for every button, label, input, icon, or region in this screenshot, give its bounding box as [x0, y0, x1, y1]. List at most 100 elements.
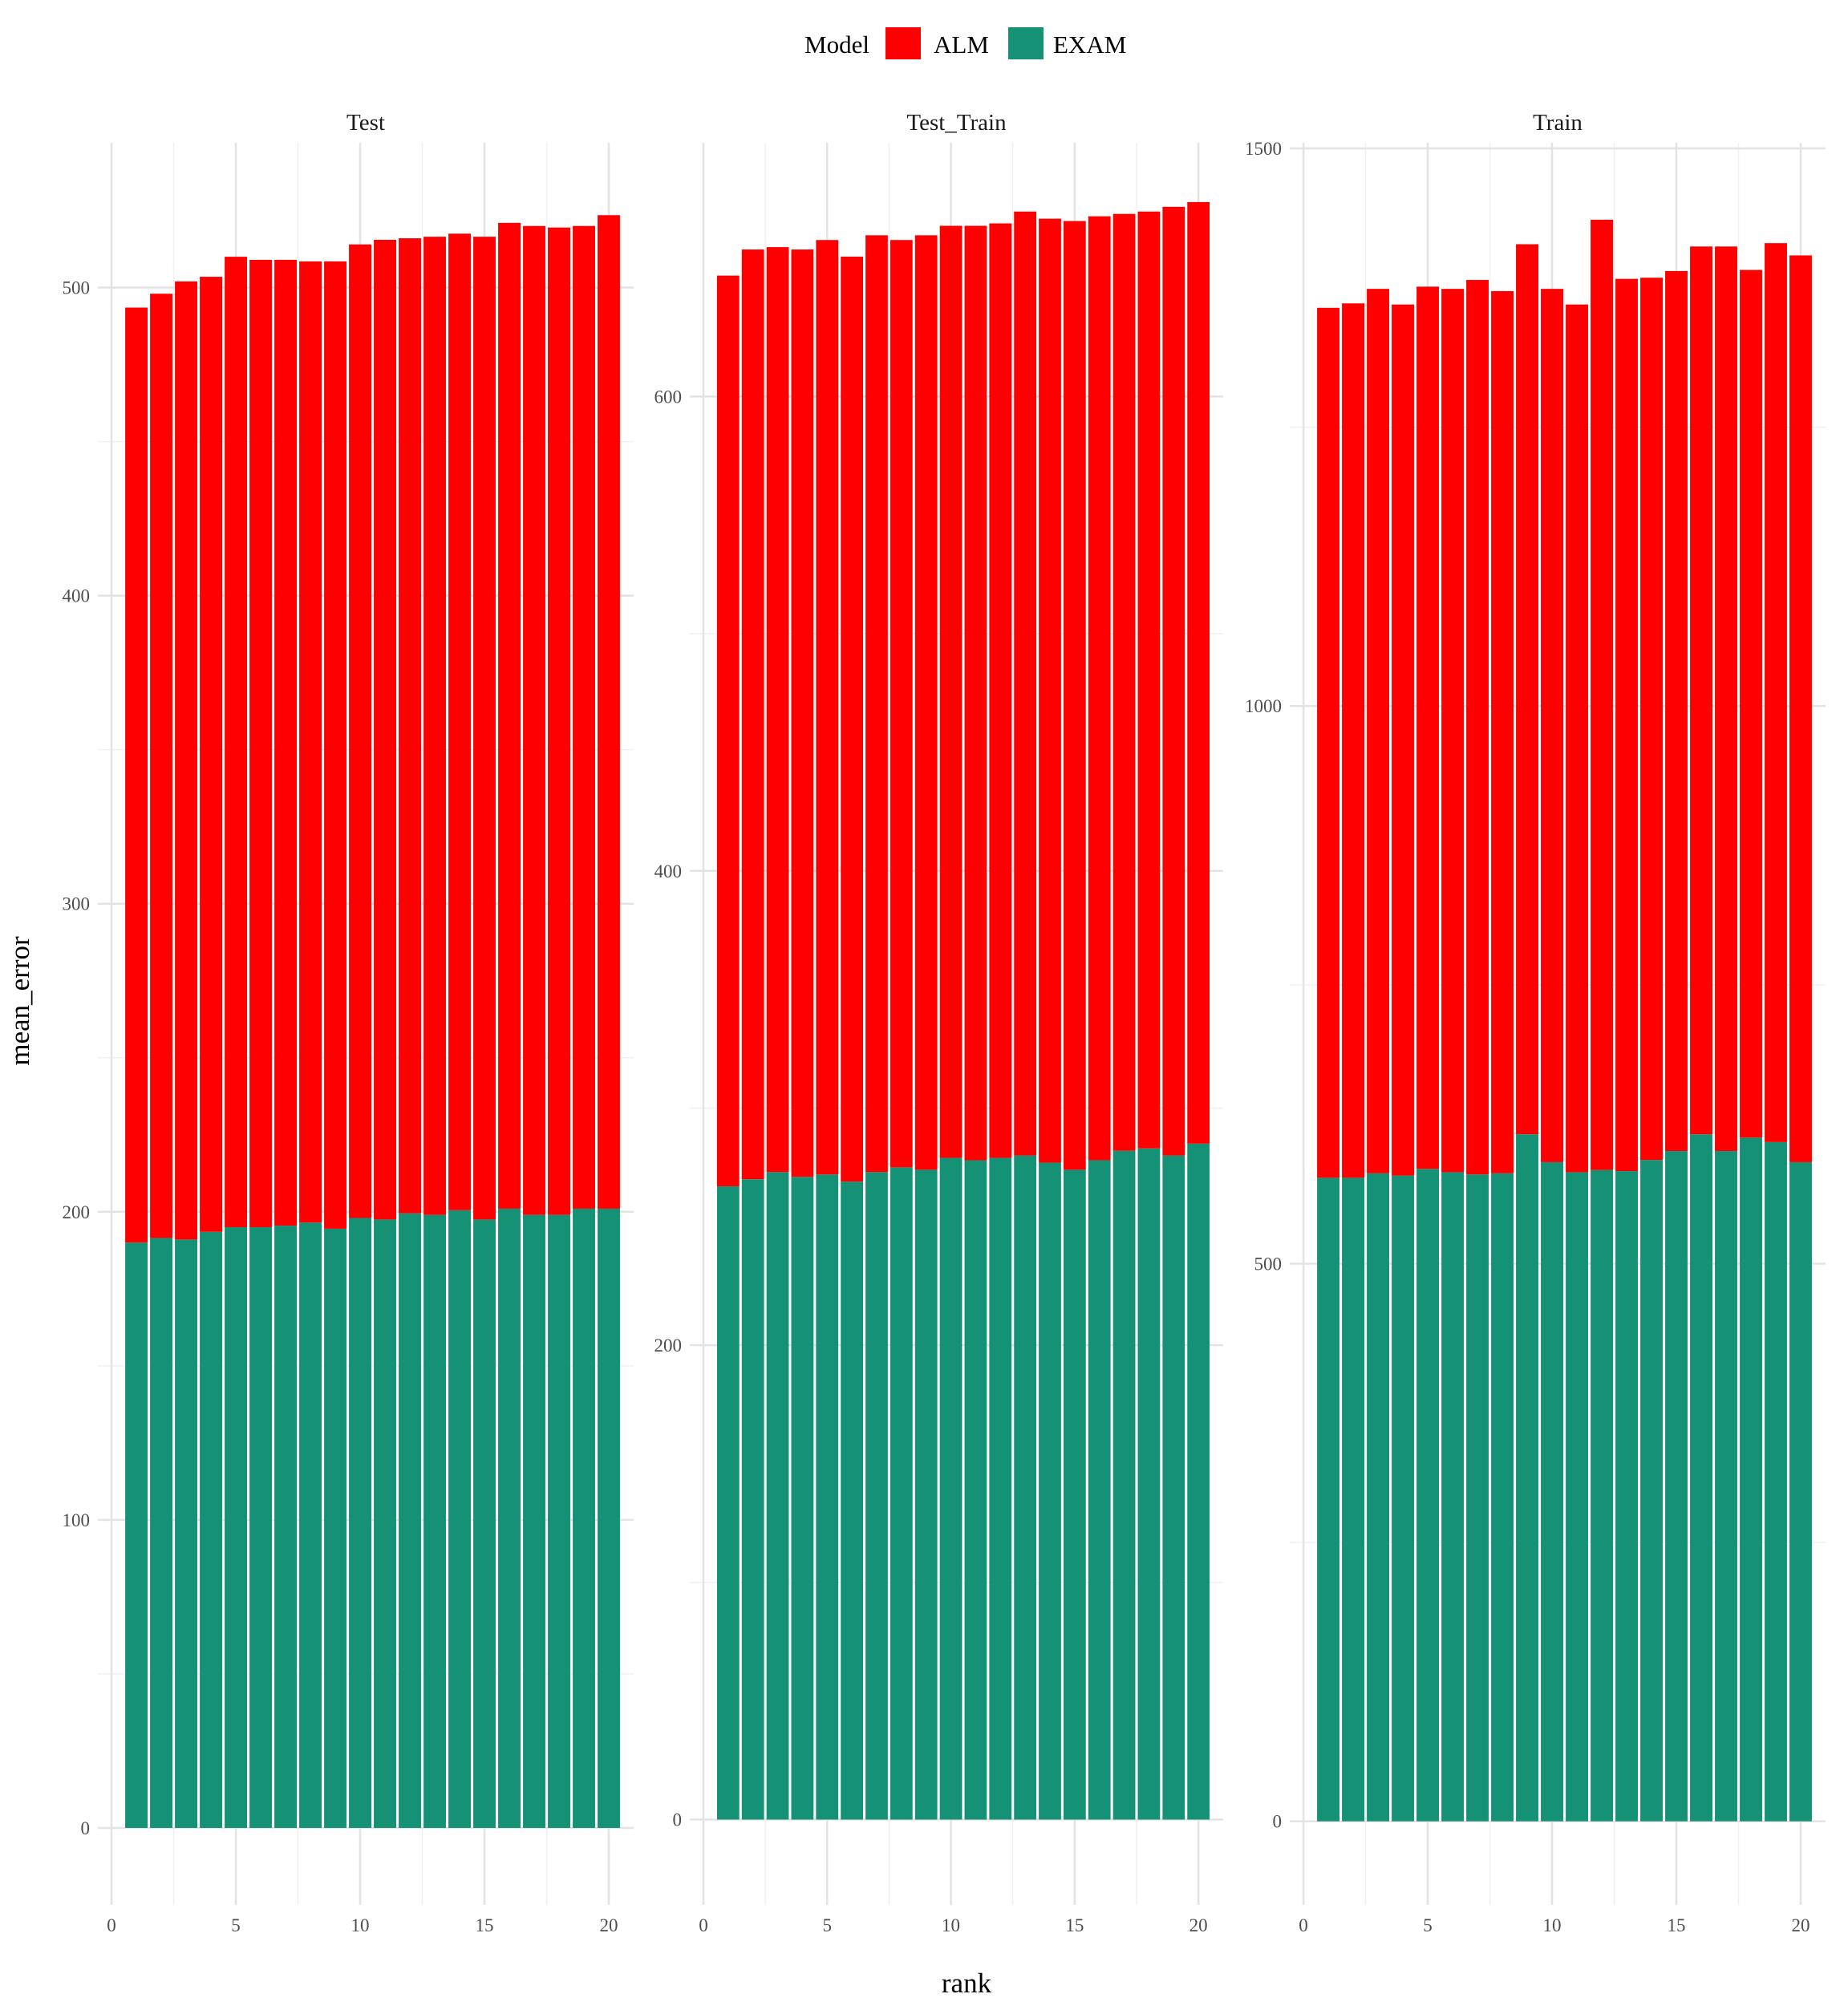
bar-exam [1112, 1150, 1136, 1820]
bar-alm [766, 247, 789, 1173]
bar-exam [473, 1219, 496, 1828]
bar-alm [939, 225, 962, 1158]
bar-alm [1640, 278, 1663, 1161]
bar-alm [1541, 289, 1563, 1162]
bar-exam [890, 1167, 913, 1820]
facet-train: Train 0 500 1000 1500 0 5 10 15 20 [1245, 110, 1826, 1935]
bar-exam [964, 1160, 987, 1820]
bar-alm [841, 256, 864, 1182]
bar-exam [1615, 1171, 1638, 1822]
facet-title: Test_Train [906, 110, 1007, 136]
x-tick-label: 10 [351, 1915, 370, 1935]
bar-alm [1063, 221, 1086, 1170]
bar-exam [865, 1172, 888, 1820]
bar-exam [1740, 1137, 1762, 1822]
bar-alm [125, 307, 148, 1243]
bar-exam [1541, 1161, 1563, 1822]
bar-exam [1715, 1151, 1737, 1822]
y-tick-label: 200 [654, 1335, 683, 1356]
bar-alm [324, 261, 346, 1229]
y-tick-label: 100 [63, 1510, 91, 1530]
bar-alm [448, 233, 471, 1210]
bar-exam [841, 1181, 864, 1820]
bar-alm [1516, 244, 1538, 1135]
legend-swatch-alm [886, 27, 921, 59]
legend-title: Model [804, 30, 869, 59]
bar-exam [324, 1228, 346, 1828]
y-tick-label: 0 [1273, 1812, 1283, 1832]
bar-exam [200, 1231, 222, 1828]
bar-alm [1112, 213, 1136, 1151]
bar-exam [989, 1157, 1012, 1820]
x-tick-label: 10 [1543, 1915, 1562, 1935]
bar-exam [741, 1179, 764, 1820]
bar-alm [374, 239, 396, 1220]
y-tick-label: 300 [63, 894, 91, 914]
legend-label-alm: ALM [934, 30, 989, 59]
legend-swatch-exam [1008, 27, 1044, 59]
bar-alm [1014, 211, 1037, 1156]
bar-exam [1187, 1143, 1210, 1820]
bar-alm [1566, 304, 1588, 1173]
bar-alm [1441, 289, 1464, 1173]
bar-exam [1088, 1160, 1111, 1820]
bar-exam [274, 1226, 297, 1828]
bar-exam [448, 1210, 471, 1828]
bar-exam [1566, 1172, 1588, 1822]
bar-alm [1715, 246, 1737, 1152]
x-tick-label: 20 [1792, 1915, 1810, 1935]
bar-alm [989, 223, 1012, 1158]
bar-alm [1416, 286, 1439, 1169]
bar-exam [523, 1214, 545, 1828]
bar-exam [349, 1218, 371, 1828]
bar-exam [1317, 1177, 1339, 1822]
bar-alm [1765, 243, 1787, 1142]
bar-alm [914, 235, 938, 1170]
x-tick-label: 0 [699, 1915, 708, 1935]
bar-alm [498, 222, 521, 1209]
x-axis-title: rank [942, 1968, 992, 1999]
bar-alm [1591, 219, 1613, 1170]
bar-alm [150, 294, 172, 1238]
x-tick-label: 5 [231, 1915, 241, 1935]
legend-label-exam: EXAM [1053, 30, 1126, 59]
y-tick-label: 600 [654, 387, 683, 407]
bar-alm [473, 237, 496, 1220]
bar-exam [914, 1169, 938, 1820]
bar-alm [1740, 270, 1762, 1138]
y-tick-label: 0 [81, 1818, 91, 1838]
bar-alm [598, 215, 620, 1209]
legend: Model ALM EXAM [804, 27, 1126, 59]
bar-exam [125, 1242, 148, 1828]
bar-exam [1162, 1155, 1185, 1820]
x-tick-label: 10 [942, 1915, 960, 1935]
y-tick-label: 500 [63, 278, 91, 298]
bar-exam [374, 1219, 396, 1828]
x-tick-label: 0 [1299, 1915, 1308, 1935]
facet-test-train: Test_Train 0 200 400 600 0 5 10 15 20 [654, 110, 1223, 1935]
bar-exam [150, 1238, 172, 1828]
bar-exam [1789, 1161, 1812, 1822]
bar-alm [1789, 255, 1812, 1162]
bar-alm [1162, 206, 1185, 1156]
y-tick-label: 0 [673, 1810, 683, 1830]
bar-exam [1640, 1160, 1663, 1822]
bar-exam [1416, 1169, 1439, 1822]
bar-alm [424, 237, 446, 1215]
bar-alm [890, 240, 913, 1168]
x-tick-label: 15 [1065, 1915, 1084, 1935]
bar-exam [1516, 1134, 1538, 1822]
bar-exam [598, 1208, 620, 1828]
x-tick-label: 20 [600, 1915, 618, 1935]
bar-exam [791, 1177, 814, 1820]
bar-exam [399, 1213, 421, 1828]
bar-exam [424, 1214, 446, 1828]
bar-alm [1466, 280, 1489, 1175]
bar-exam [1014, 1155, 1037, 1820]
bar-alm [1690, 246, 1712, 1135]
bar-alm [964, 225, 987, 1161]
bar-exam [249, 1227, 272, 1828]
bar-alm [299, 261, 322, 1223]
